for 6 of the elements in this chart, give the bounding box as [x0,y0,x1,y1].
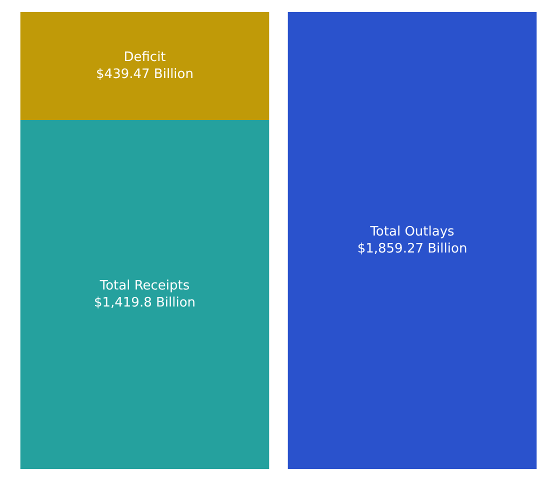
data-label: $1,419.8 Billion [94,296,196,311]
data-label: $1,859.27 Billion [357,242,468,256]
series-label: Total Receipts [98,278,190,294]
series-label: Total Outlays [369,224,455,240]
series-label: Deficit [124,50,166,66]
data-label: $439.47 Billion [96,67,194,82]
